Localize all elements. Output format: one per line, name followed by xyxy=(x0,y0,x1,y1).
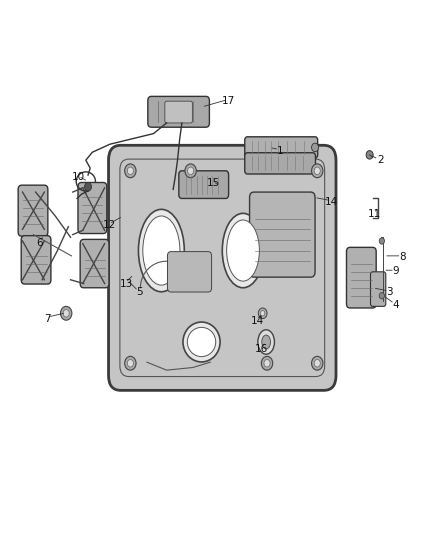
Ellipse shape xyxy=(226,220,259,281)
FancyBboxPatch shape xyxy=(80,239,109,288)
Circle shape xyxy=(311,357,323,370)
Text: 16: 16 xyxy=(255,344,268,354)
FancyBboxPatch shape xyxy=(245,137,318,158)
FancyBboxPatch shape xyxy=(245,153,315,174)
FancyBboxPatch shape xyxy=(179,171,229,198)
Text: 9: 9 xyxy=(392,266,399,276)
Circle shape xyxy=(314,167,320,174)
FancyBboxPatch shape xyxy=(21,236,51,284)
Circle shape xyxy=(261,357,273,370)
Text: 15: 15 xyxy=(207,177,220,188)
Circle shape xyxy=(85,182,92,191)
Circle shape xyxy=(264,360,270,367)
Text: 14: 14 xyxy=(325,197,338,207)
Circle shape xyxy=(185,164,196,177)
FancyBboxPatch shape xyxy=(167,252,212,292)
Text: 14: 14 xyxy=(251,316,264,326)
Text: 17: 17 xyxy=(222,95,235,106)
Text: 10: 10 xyxy=(72,172,85,182)
FancyBboxPatch shape xyxy=(18,185,48,236)
Circle shape xyxy=(187,167,194,174)
Circle shape xyxy=(125,357,136,370)
Circle shape xyxy=(379,293,385,299)
FancyBboxPatch shape xyxy=(165,101,192,123)
Text: 2: 2 xyxy=(377,155,384,165)
Text: 3: 3 xyxy=(386,287,392,297)
Text: 7: 7 xyxy=(45,313,51,324)
FancyBboxPatch shape xyxy=(148,96,209,127)
Circle shape xyxy=(258,308,267,319)
Circle shape xyxy=(379,238,385,244)
Ellipse shape xyxy=(187,327,216,357)
Circle shape xyxy=(60,306,72,320)
Circle shape xyxy=(314,360,320,367)
FancyBboxPatch shape xyxy=(346,247,376,308)
Circle shape xyxy=(261,311,265,316)
Text: 8: 8 xyxy=(399,252,406,262)
FancyBboxPatch shape xyxy=(109,146,336,390)
FancyBboxPatch shape xyxy=(250,192,315,277)
Text: 4: 4 xyxy=(392,300,399,310)
Text: 6: 6 xyxy=(36,238,42,247)
Circle shape xyxy=(127,167,134,174)
Circle shape xyxy=(63,310,69,317)
Circle shape xyxy=(127,360,134,367)
Text: 1: 1 xyxy=(277,146,283,156)
Ellipse shape xyxy=(143,216,180,285)
Ellipse shape xyxy=(138,209,184,292)
Circle shape xyxy=(125,164,136,177)
FancyBboxPatch shape xyxy=(371,272,386,306)
Text: 13: 13 xyxy=(120,279,133,288)
Circle shape xyxy=(366,151,373,159)
Circle shape xyxy=(311,164,323,177)
FancyBboxPatch shape xyxy=(78,182,107,233)
Ellipse shape xyxy=(222,213,264,288)
Ellipse shape xyxy=(183,322,220,362)
Circle shape xyxy=(311,143,318,152)
Text: 12: 12 xyxy=(102,220,116,230)
Ellipse shape xyxy=(262,335,271,349)
Text: 11: 11 xyxy=(367,209,381,220)
Ellipse shape xyxy=(258,330,275,354)
Text: 5: 5 xyxy=(136,287,143,297)
